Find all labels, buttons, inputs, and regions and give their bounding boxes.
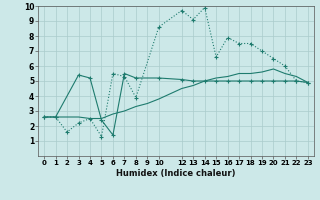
- X-axis label: Humidex (Indice chaleur): Humidex (Indice chaleur): [116, 169, 236, 178]
